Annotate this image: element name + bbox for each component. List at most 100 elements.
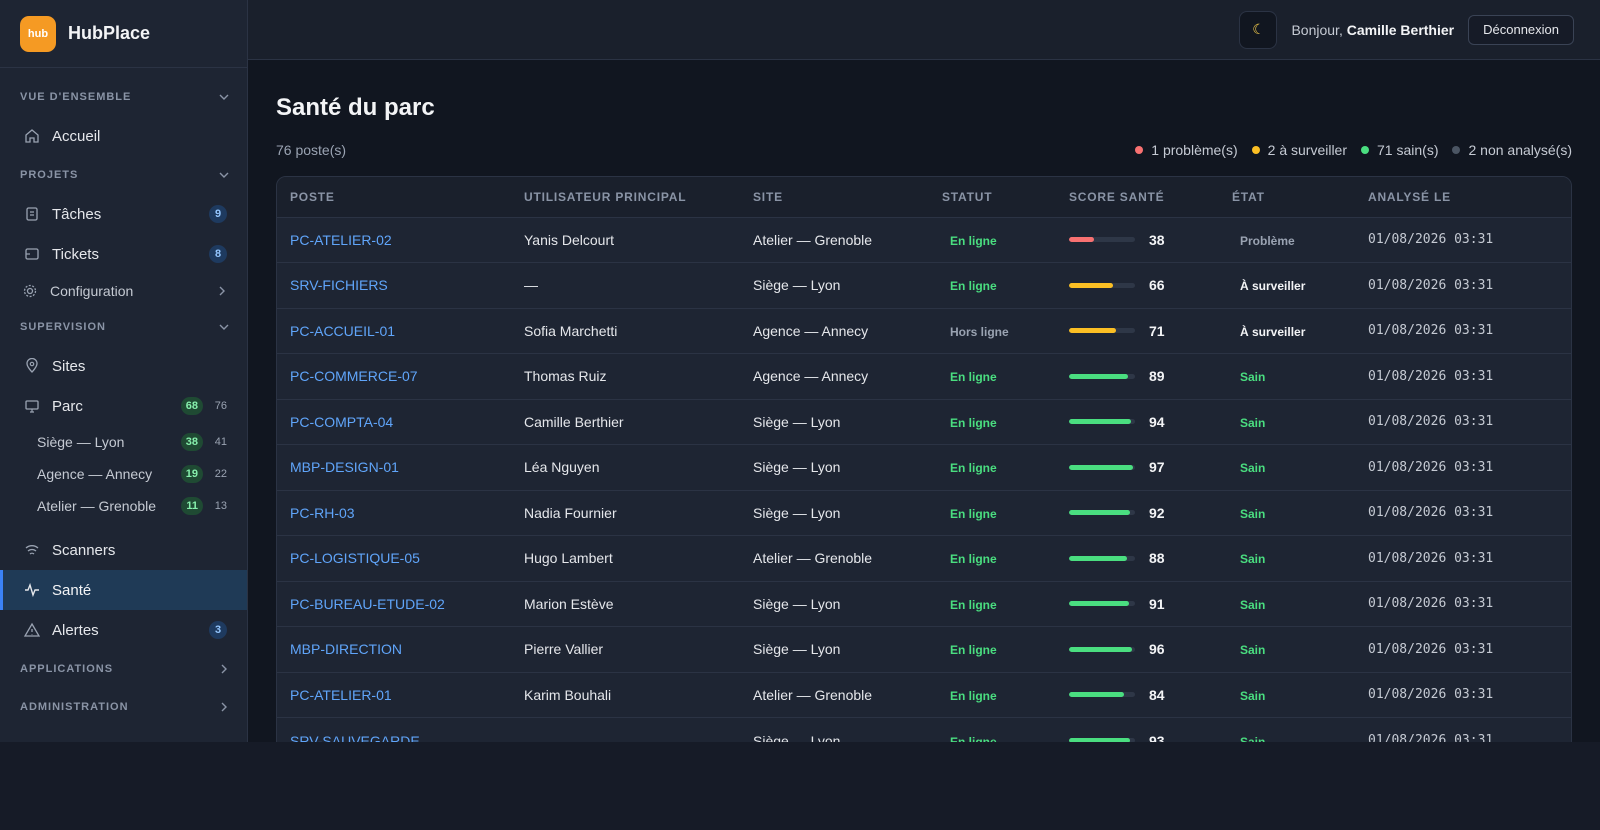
activity-icon (24, 582, 40, 598)
score-cell: 71 (1056, 307, 1219, 354)
sidebar-subitem-grenoble[interactable]: Atelier — Grenoble 11 13 (0, 490, 247, 522)
score-meter: 89 (1069, 368, 1219, 384)
section-label: APPLICATIONS (20, 663, 114, 675)
device-link[interactable]: PC-COMPTA-04 (277, 398, 511, 445)
section-projects[interactable]: PROJETS (0, 156, 247, 194)
column-header[interactable]: SCORE SANTÉ (1056, 177, 1219, 217)
sidebar-item-accueil[interactable]: Accueil (0, 116, 247, 156)
score-bar (1069, 646, 1135, 652)
device-link[interactable]: PC-RH-03 (277, 489, 511, 536)
score-bar (1069, 373, 1135, 379)
analysed-date: 01/08/2026 03:31 (1355, 307, 1571, 354)
sidebar-nav: VUE D'ENSEMBLE Accueil PROJETS Tâches 9 … (0, 68, 247, 726)
score-meter: 96 (1069, 641, 1219, 657)
device-link[interactable]: PC-LOGISTIQUE-05 (277, 535, 511, 581)
table-row[interactable]: PC-LOGISTIQUE-05 Hugo Lambert Atelier — Gr… (277, 535, 1571, 581)
logout-button[interactable]: Déconnexion (1468, 14, 1574, 45)
section-applications[interactable]: APPLICATIONS (0, 650, 247, 688)
table-row[interactable]: SRV-FICHIERS — Siège — Lyon En ligne 66 À sur… (277, 262, 1571, 308)
status-cell: En ligne (929, 580, 1056, 627)
etat-badge: Problème (1240, 233, 1295, 248)
score-cell: 97 (1056, 444, 1219, 490)
status-badge: En ligne (950, 415, 997, 430)
score-cell: 92 (1056, 489, 1219, 536)
column-header[interactable]: STATUT (929, 177, 1056, 217)
theme-toggle-button[interactable]: ☾ (1239, 10, 1278, 49)
table-row[interactable]: PC-ATELIER-01 Karim Bouhali Atelier — Gren… (277, 671, 1571, 718)
score-value: 84 (1149, 686, 1165, 703)
score-meter: 71 (1069, 323, 1219, 339)
etat-cell: Sain (1219, 535, 1355, 581)
score-value: 93 (1149, 732, 1165, 743)
site-cell: Atelier — Grenoble (740, 535, 929, 581)
site-cell: Siège — Lyon (740, 626, 929, 672)
score-bar-fill (1069, 555, 1127, 561)
table-row[interactable]: PC-ACCUEIL-01 Sofia Marchetti Agence — Ann… (277, 307, 1571, 354)
table-row[interactable]: PC-ATELIER-02 Yanis Delcourt Atelier — Gre… (277, 216, 1571, 263)
device-link[interactable]: PC-ATELIER-02 (277, 216, 511, 263)
greeting: Bonjour, Camille Berthier (1291, 22, 1454, 38)
status-cell: En ligne (929, 216, 1056, 263)
score-value: 89 (1149, 368, 1165, 385)
sidebar-item-alertes[interactable]: Alertes 3 (0, 610, 247, 650)
count-badge: 3 (209, 621, 227, 639)
score-cell: 89 (1056, 353, 1219, 399)
column-header[interactable]: ÉTAT (1219, 177, 1355, 217)
score-value: 71 (1149, 322, 1165, 339)
sidebar-item-scanners[interactable]: Scanners (0, 530, 247, 570)
score-meter: 38 (1069, 232, 1219, 248)
score-bar (1069, 282, 1135, 288)
table-row[interactable]: MBP-DIRECTION Pierre Vallier Siège — Lyon E… (277, 626, 1571, 672)
brand[interactable]: hub HubPlace (0, 0, 247, 68)
column-header[interactable]: ANALYSÉ LE (1355, 177, 1571, 217)
etat-cell: Sain (1219, 671, 1355, 718)
section-supervision[interactable]: SUPERVISION (0, 308, 247, 346)
section-overview[interactable]: VUE D'ENSEMBLE (0, 78, 247, 116)
device-link[interactable]: SRV-FICHIERS (277, 262, 511, 308)
sidebar-item-sante[interactable]: Santé (0, 570, 247, 610)
device-link[interactable]: MBP-DESIGN-01 (277, 444, 511, 490)
sidebar-item-label: Tickets (52, 245, 99, 263)
device-link[interactable]: SRV-SAUVEGARDE (277, 717, 511, 742)
sidebar-item-parc[interactable]: Parc 68 76 (0, 386, 247, 426)
table-row[interactable]: PC-COMMERCE-07 Thomas Ruiz Agence — Annecy… (277, 353, 1571, 399)
sidebar-item-taches[interactable]: Tâches 9 (0, 194, 247, 234)
column-header[interactable]: UTILISATEUR PRINCIPAL (511, 177, 740, 217)
user-cell: Pierre Vallier (511, 626, 740, 672)
sidebar-item-tickets[interactable]: Tickets 8 (0, 234, 247, 274)
etat-cell: À surveiller (1219, 262, 1355, 308)
site-cell: Atelier — Grenoble (740, 216, 929, 263)
etat-badge: Sain (1240, 688, 1266, 703)
column-header[interactable]: SITE (740, 177, 929, 217)
score-bar (1069, 237, 1135, 243)
table-row[interactable]: SRV-SAUVEGARDE — Siège — Lyon En ligne 93 Sai… (277, 717, 1571, 743)
site-cell: Agence — Annecy (740, 307, 929, 354)
score-meter: 84 (1069, 687, 1219, 703)
ticket-icon (24, 246, 40, 262)
sidebar-item-configuration[interactable]: Configuration (0, 274, 247, 308)
table-row[interactable]: PC-RH-03 Nadia Fournier Siège — Lyon En lig… (277, 489, 1571, 536)
device-link[interactable]: PC-ATELIER-01 (277, 671, 511, 718)
sidebar-item-sites[interactable]: Sites (0, 346, 247, 386)
column-header[interactable]: POSTE (277, 177, 511, 217)
device-link[interactable]: PC-COMMERCE-07 (277, 353, 511, 399)
table-row[interactable]: PC-COMPTA-04 Camille Berthier Siège — Lyon… (277, 398, 1571, 445)
online-badge: 68 (180, 397, 203, 415)
legend-dot (1361, 146, 1370, 154)
device-link[interactable]: MBP-DIRECTION (277, 626, 511, 672)
app-window: hub HubPlace VUE D'ENSEMBLE Accueil PROJ… (0, 0, 1600, 742)
legend-item: 71 sain(s) (1361, 142, 1438, 158)
table-row[interactable]: MBP-DESIGN-01 Léa Nguyen Siège — Lyon En li… (277, 444, 1571, 490)
score-cell: 93 (1056, 717, 1219, 743)
monitor-icon (24, 398, 40, 414)
etat-badge: Sain (1240, 461, 1266, 476)
sidebar-subitem-lyon[interactable]: Siège — Lyon 38 41 (0, 426, 247, 458)
analysed-date: 01/08/2026 03:31 (1355, 535, 1571, 581)
status-cell: En ligne (929, 353, 1056, 399)
device-link[interactable]: PC-ACCUEIL-01 (277, 307, 511, 354)
device-link[interactable]: PC-BUREAU-ETUDE-02 (277, 580, 511, 627)
section-administration[interactable]: ADMINISTRATION (0, 688, 247, 726)
wifi-icon (24, 542, 40, 558)
sidebar-subitem-annecy[interactable]: Agence — Annecy 19 22 (0, 458, 247, 490)
table-row[interactable]: PC-BUREAU-ETUDE-02 Marion Estève Siège — L… (277, 580, 1571, 627)
